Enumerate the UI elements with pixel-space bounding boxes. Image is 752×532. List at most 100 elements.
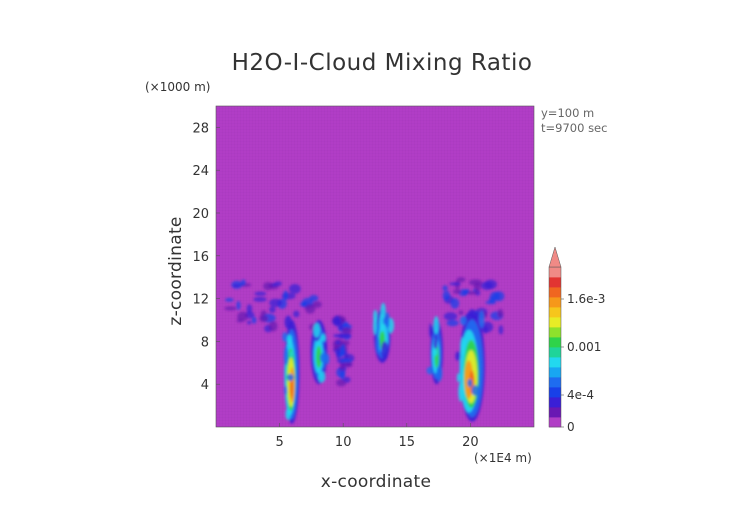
annotation-y-position: y=100 m bbox=[541, 106, 594, 120]
cloud-mark bbox=[446, 319, 459, 327]
cloud-mark bbox=[293, 310, 300, 318]
cloud-mark bbox=[456, 277, 466, 283]
colorbar-segment bbox=[549, 287, 561, 298]
cloud-mark bbox=[269, 298, 283, 307]
colorbar-segment bbox=[549, 397, 561, 408]
y-tick-label: 20 bbox=[192, 207, 209, 222]
cloud-mark bbox=[343, 376, 351, 383]
y-axis-unit: (×1000 m) bbox=[145, 80, 210, 94]
cloud-mark bbox=[232, 284, 240, 288]
plot-grid-texture bbox=[216, 106, 534, 427]
cloud-mark bbox=[449, 282, 462, 286]
cloud-mark bbox=[313, 322, 321, 338]
cloud-mark bbox=[460, 337, 466, 356]
cloud-mark bbox=[434, 334, 438, 350]
cloud-mark bbox=[254, 291, 267, 296]
cloud-mark bbox=[458, 382, 464, 402]
cloud-mark bbox=[318, 371, 326, 383]
colorbar-segment bbox=[549, 297, 561, 308]
cloud-mark bbox=[459, 316, 467, 326]
cloud-mark bbox=[431, 326, 435, 335]
cloud-mark bbox=[375, 336, 380, 354]
cloud-mark bbox=[286, 373, 294, 382]
x-axis-ticks: 5 10 15 20 bbox=[275, 423, 479, 450]
colorbar-segment bbox=[549, 317, 561, 328]
y-tick-label: 24 bbox=[192, 164, 209, 179]
cloud-mark bbox=[385, 312, 390, 329]
colorbar-segment bbox=[549, 387, 561, 398]
colorbar-segment bbox=[549, 307, 561, 318]
cloud-mark bbox=[225, 298, 234, 302]
chart-title: H2O-I-Cloud Mixing Ratio bbox=[232, 50, 533, 76]
cloud-mark bbox=[338, 333, 352, 339]
cloud-mark bbox=[480, 321, 494, 333]
cloud-mark bbox=[442, 285, 448, 291]
cloud-field bbox=[224, 277, 505, 424]
cloud-mark bbox=[467, 378, 473, 388]
cloud-mark bbox=[289, 283, 301, 294]
plot-frame bbox=[215, 105, 535, 428]
cloud-mark bbox=[282, 332, 288, 342]
y-axis-ticks: 4 8 12 16 20 24 28 bbox=[192, 121, 220, 393]
cloud-mark bbox=[373, 317, 378, 335]
cloud-mark bbox=[283, 290, 289, 301]
cloud-mark bbox=[283, 346, 289, 365]
cloud-mark bbox=[268, 320, 278, 332]
cloud-mark bbox=[381, 341, 389, 360]
cloud-mark bbox=[379, 313, 384, 333]
cloud-mark bbox=[335, 340, 341, 345]
colorbar-segment bbox=[549, 337, 561, 348]
cloud-mark bbox=[246, 320, 252, 325]
cloud-mark bbox=[480, 281, 493, 290]
cloud-mark bbox=[335, 347, 341, 359]
x-tick-label: 15 bbox=[399, 435, 416, 450]
cloud-mark bbox=[323, 341, 327, 351]
colorbar-segment bbox=[549, 267, 561, 278]
cloud-mark bbox=[344, 361, 353, 368]
colorbar-extend-arrow bbox=[548, 246, 562, 268]
colorbar-segment bbox=[549, 347, 561, 358]
y-tick-label: 12 bbox=[192, 293, 209, 308]
cloud-mark bbox=[332, 317, 342, 326]
cloud-mark bbox=[325, 353, 330, 365]
colorbar-segment bbox=[549, 357, 561, 368]
cloud-mark bbox=[450, 298, 460, 309]
cloud-mark bbox=[469, 279, 483, 286]
cloud-mark bbox=[285, 408, 291, 420]
colorbar-segment bbox=[549, 367, 561, 378]
y-axis-label: z-coordinate bbox=[166, 216, 186, 325]
cloud-mark bbox=[442, 290, 451, 301]
cloud-mark bbox=[436, 365, 443, 382]
colorbar-tick-label: 0.001 bbox=[567, 340, 601, 354]
cloud-mark bbox=[497, 308, 504, 318]
colorbar: 0 4e-4 0.001 1.6e-3 bbox=[548, 246, 605, 434]
cloud-mark bbox=[478, 310, 485, 329]
cloud-mark bbox=[458, 310, 464, 316]
cloud-mark bbox=[338, 324, 344, 331]
colorbar-segment bbox=[549, 407, 561, 418]
y-tick-label: 8 bbox=[201, 335, 209, 350]
annotation-time: t=9700 sec bbox=[541, 121, 607, 135]
cloud-mark bbox=[315, 345, 322, 369]
cloud-mark bbox=[240, 279, 246, 286]
y-tick-label: 4 bbox=[201, 378, 209, 393]
y-tick-label: 28 bbox=[192, 121, 209, 136]
cloud-mark bbox=[341, 343, 346, 354]
cloud-mark bbox=[289, 376, 294, 399]
cloud-mark bbox=[259, 315, 269, 322]
colorbar-tick-label: 0 bbox=[567, 420, 575, 434]
cloud-mark bbox=[253, 296, 267, 302]
x-tick-label: 20 bbox=[462, 435, 479, 450]
cloud-mark bbox=[452, 289, 462, 294]
cloud-mark bbox=[493, 291, 505, 302]
cloud-mark bbox=[456, 372, 460, 383]
cloud-mark bbox=[289, 350, 293, 358]
cloud-mark bbox=[339, 358, 353, 363]
x-tick-label: 10 bbox=[335, 435, 352, 450]
colorbar-segment bbox=[549, 277, 561, 288]
cloud-mark bbox=[498, 325, 504, 335]
x-axis-unit: (×1E4 m) bbox=[474, 451, 532, 465]
cloud-mark bbox=[237, 311, 248, 322]
y-tick-label: 16 bbox=[192, 250, 209, 265]
